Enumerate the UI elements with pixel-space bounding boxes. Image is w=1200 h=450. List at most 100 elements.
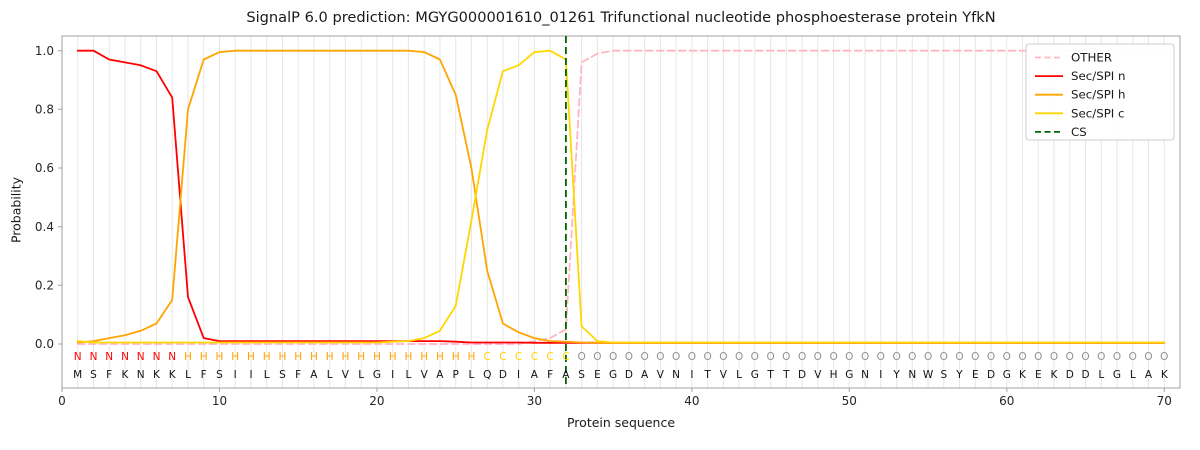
svg-text:C: C [562,351,569,363]
svg-text:20: 20 [369,394,384,408]
svg-text:T: T [703,369,711,381]
svg-text:L: L [736,369,742,381]
svg-text:D: D [798,369,806,381]
svg-text:A: A [562,369,570,381]
svg-text:E: E [1035,369,1042,381]
svg-text:H: H [310,351,318,363]
legend-label-sec-spi-n: Sec/SPI n [1071,69,1126,83]
x-axis-ticks: 0 10 20 30 40 50 60 70 [58,388,1172,408]
svg-text:G: G [751,369,759,381]
svg-text:S: S [216,369,223,381]
svg-text:O: O [829,351,837,363]
svg-text:H: H [357,351,365,363]
svg-text:H: H [436,351,444,363]
svg-text:P: P [453,369,459,381]
svg-text:N: N [153,351,161,363]
svg-text:V: V [421,369,429,381]
svg-text:G: G [1113,369,1121,381]
svg-text:N: N [908,369,916,381]
svg-text:D: D [1081,369,1089,381]
svg-text:O: O [861,351,869,363]
svg-text:A: A [641,369,649,381]
svg-text:30: 30 [527,394,542,408]
svg-text:N: N [74,351,82,363]
svg-text:O: O [971,351,979,363]
svg-text:0.8: 0.8 [35,103,54,117]
svg-text:N: N [861,369,869,381]
svg-text:40: 40 [684,394,699,408]
svg-text:O: O [955,351,963,363]
svg-text:T: T [766,369,774,381]
svg-text:I: I [391,369,394,381]
svg-text:K: K [1019,369,1027,381]
svg-text:T: T [782,369,790,381]
svg-text:O: O [688,351,696,363]
legend: OTHER Sec/SPI n Sec/SPI h Sec/SPI c CS [1025,43,1175,141]
svg-text:H: H [263,351,271,363]
svg-text:Y: Y [955,369,963,381]
svg-text:O: O [798,351,806,363]
svg-text:N: N [105,351,113,363]
svg-text:L: L [264,369,270,381]
svg-text:V: V [814,369,822,381]
svg-text:O: O [703,351,711,363]
svg-text:50: 50 [842,394,857,408]
svg-text:O: O [1129,351,1137,363]
svg-text:O: O [735,351,743,363]
svg-text:A: A [310,369,318,381]
svg-text:V: V [657,369,665,381]
legend-label-sec-spi-c: Sec/SPI c [1071,106,1125,120]
svg-text:O: O [625,351,633,363]
svg-text:D: D [987,369,995,381]
svg-text:W: W [923,369,934,381]
svg-text:L: L [1130,369,1136,381]
svg-text:H: H [830,369,838,381]
series-line-sec-spi-h [76,49,1166,344]
svg-text:O: O [1160,351,1168,363]
series-line-other [76,49,1166,345]
svg-text:L: L [358,369,364,381]
svg-text:O: O [1034,351,1042,363]
svg-text:C: C [531,351,538,363]
svg-text:F: F [201,369,207,381]
svg-text:H: H [200,351,208,363]
svg-text:60: 60 [999,394,1014,408]
svg-text:H: H [247,351,255,363]
svg-text:I: I [517,369,520,381]
svg-text:E: E [594,369,601,381]
svg-text:O: O [593,351,601,363]
svg-text:O: O [719,351,727,363]
svg-text:K: K [122,369,130,381]
svg-text:V: V [342,369,350,381]
legend-label-cs: CS [1071,125,1087,139]
svg-text:N: N [90,351,98,363]
svg-text:N: N [137,351,145,363]
svg-text:I: I [234,369,237,381]
svg-text:O: O [814,351,822,363]
svg-text:0.6: 0.6 [35,161,54,175]
svg-text:H: H [341,351,349,363]
svg-text:G: G [609,369,617,381]
svg-text:H: H [389,351,397,363]
svg-text:F: F [547,369,553,381]
svg-text:O: O [940,351,948,363]
svg-text:O: O [751,351,759,363]
svg-text:O: O [656,351,664,363]
gridlines [77,36,1165,388]
svg-text:H: H [184,351,192,363]
svg-text:C: C [515,351,522,363]
svg-text:H: H [404,351,412,363]
svg-text:G: G [845,369,853,381]
svg-text:H: H [326,351,334,363]
svg-text:C: C [499,351,506,363]
svg-text:K: K [1051,369,1059,381]
svg-text:E: E [972,369,979,381]
svg-text:O: O [987,351,995,363]
svg-text:I: I [879,369,882,381]
chart-title: SignalP 6.0 prediction: MGYG000001610_01… [246,9,996,26]
svg-text:O: O [609,351,617,363]
svg-text:A: A [531,369,539,381]
y-axis-ticks: 0.0 0.2 0.4 0.6 0.8 1.0 [35,44,62,351]
svg-text:C: C [546,351,553,363]
